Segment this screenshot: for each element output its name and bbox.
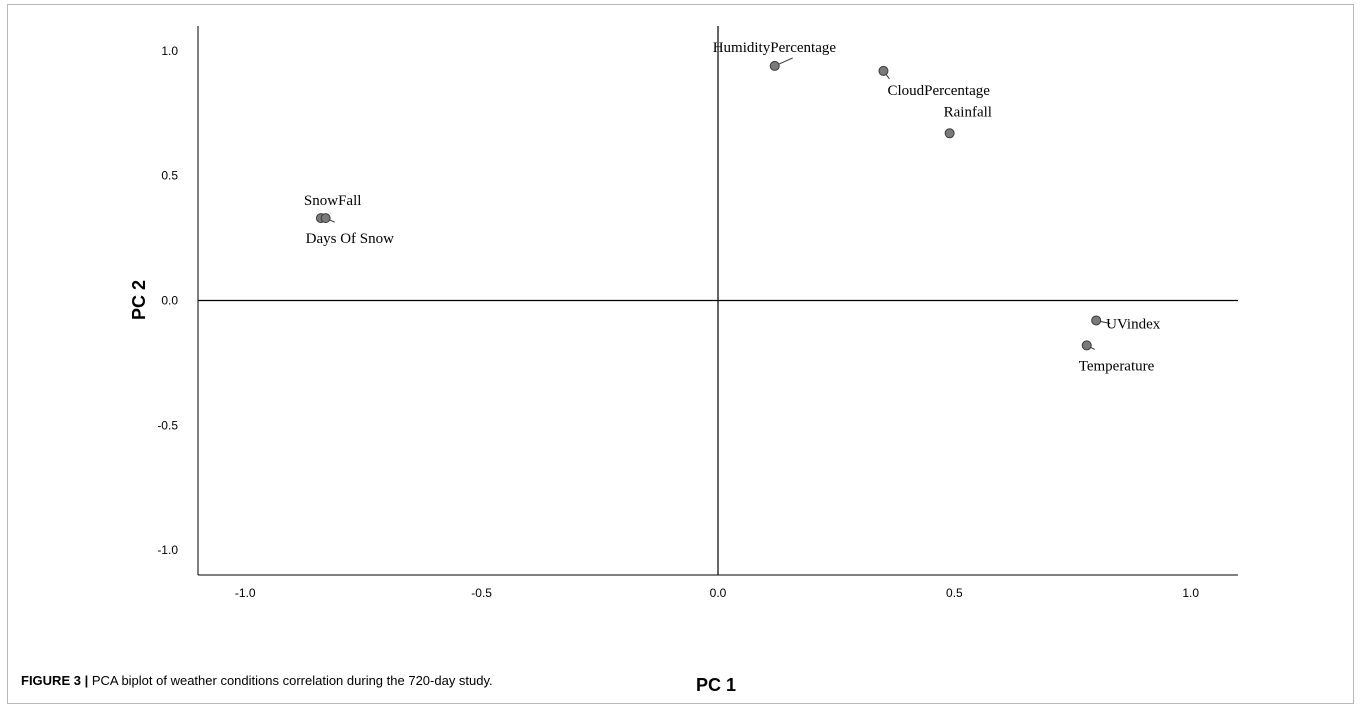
- x-tick-label: 1.0: [1182, 586, 1199, 600]
- figure-frame: [7, 4, 1354, 704]
- tick-labels: -1.0 -0.5 0.0 0.5 1.0 1.0 0.5 0.0 -0.5 -1.0: [157, 44, 1199, 600]
- plot-axes: [197, 26, 1238, 576]
- y-tick-label: -1.0: [157, 543, 178, 557]
- point-label: UVindex: [1106, 316, 1161, 332]
- data-point: [1081, 340, 1092, 351]
- data-point: [944, 128, 955, 139]
- point-label: Temperature: [1079, 358, 1155, 374]
- x-axis-title: PC 1: [696, 675, 736, 695]
- figure-caption-label: FIGURE 3 |: [21, 673, 89, 688]
- point-label: Days Of Snow: [306, 231, 394, 247]
- data-points: [315, 60, 1102, 351]
- x-tick-label: -1.0: [235, 586, 256, 600]
- figure-caption: FIGURE 3 | PCA biplot of weather conditi…: [21, 673, 493, 688]
- y-tick-label: 1.0: [161, 44, 178, 58]
- y-tick-label: 0.0: [161, 294, 178, 308]
- figure-caption-text: PCA biplot of weather conditions correla…: [88, 673, 493, 688]
- data-point: [320, 213, 331, 224]
- y-tick-label: -0.5: [157, 418, 178, 432]
- point-label: Rainfall: [944, 104, 992, 120]
- x-tick-label: -0.5: [471, 586, 492, 600]
- y-tick-label: 0.5: [161, 169, 178, 183]
- point-label: CloudPercentage: [887, 83, 990, 99]
- point-labels: HumidityPercentage CloudPercentage Rainfal…: [304, 40, 1161, 374]
- data-point: [1091, 315, 1102, 326]
- point-label: HumidityPercentage: [713, 40, 837, 56]
- y-axis-title: PC 2: [129, 280, 149, 320]
- data-point: [878, 65, 889, 76]
- x-tick-label: 0.0: [710, 586, 727, 600]
- x-tick-label: 0.5: [946, 586, 963, 600]
- point-label: SnowFall: [304, 193, 362, 209]
- data-point: [769, 60, 780, 71]
